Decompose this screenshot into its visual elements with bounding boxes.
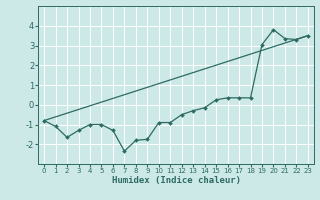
X-axis label: Humidex (Indice chaleur): Humidex (Indice chaleur) xyxy=(111,176,241,185)
